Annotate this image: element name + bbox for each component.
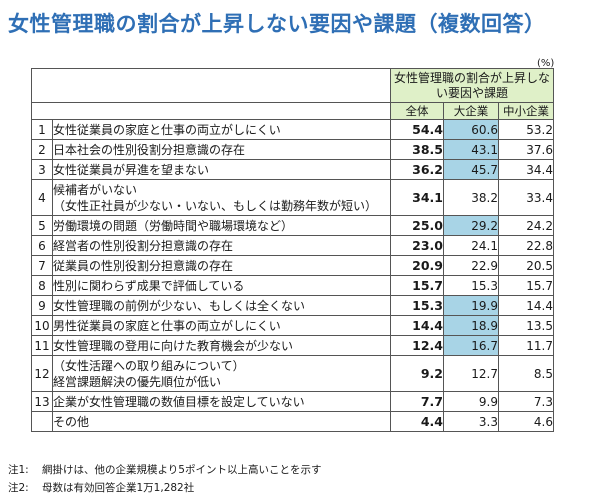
value-sme: 13.5 xyxy=(498,315,554,336)
header-spacer xyxy=(31,102,391,120)
table-row: 4 候補者がいない （女性正社員が少ない・いない、もしくは勤務年数が短い） 34.1… xyxy=(31,179,554,216)
row-number: 13 xyxy=(31,391,53,412)
row-item-label: 女性従業員が昇進を望まない xyxy=(52,159,391,180)
row-item-label: 日本社会の性別役割分担意識の存在 xyxy=(52,139,391,160)
table-row: 13 企業が女性管理職の数値目標を設定していない 7.7 9.9 7.3 xyxy=(31,391,554,412)
value-large: 12.7 xyxy=(443,355,499,392)
row-item-label: 男性従業員の家庭と仕事の両立がしにくい xyxy=(52,315,391,336)
value-large: 22.9 xyxy=(443,255,499,276)
row-number: 6 xyxy=(31,235,53,256)
header-group-label: 女性管理職の割合が上昇しない要因や課題 xyxy=(390,68,554,103)
row-number: 8 xyxy=(31,275,53,296)
value-large: 19.9 xyxy=(443,295,499,316)
value-large: 3.3 xyxy=(443,411,499,432)
unit-label: (%) xyxy=(537,58,555,69)
row-number: 11 xyxy=(31,335,53,356)
value-sme: 11.7 xyxy=(498,335,554,356)
value-all: 15.7 xyxy=(390,275,444,296)
footnote-label: 注1: xyxy=(8,464,29,476)
value-large: 29.2 xyxy=(443,215,499,236)
row-item-label: 性別に関わらず成果で評価している xyxy=(52,275,391,296)
row-number: 2 xyxy=(31,139,53,160)
row-item-label: 従業員の性別役割分担意識の存在 xyxy=(52,255,391,276)
row-number xyxy=(31,411,53,432)
table-row: 10 男性従業員の家庭と仕事の両立がしにくい 14.4 18.9 13.5 xyxy=(31,315,554,336)
row-item-label: 女性管理職の登用に向けた教育機会が少ない xyxy=(52,335,391,356)
value-large: 24.1 xyxy=(443,235,499,256)
value-sme: 33.4 xyxy=(498,179,554,216)
table-row: 6 経営者の性別役割分担意識の存在 23.0 24.1 22.8 xyxy=(31,235,554,256)
value-all: 9.2 xyxy=(390,355,444,392)
value-sme: 34.4 xyxy=(498,159,554,180)
value-sme: 15.7 xyxy=(498,275,554,296)
value-large: 38.2 xyxy=(443,179,499,216)
value-sme: 4.6 xyxy=(498,411,554,432)
value-large: 16.7 xyxy=(443,335,499,356)
column-header-sme: 中小企業 xyxy=(498,102,554,120)
row-number: 3 xyxy=(31,159,53,180)
table-row: 11 女性管理職の登用に向けた教育機会が少ない 12.4 16.7 11.7 xyxy=(31,335,554,356)
value-sme: 14.4 xyxy=(498,295,554,316)
row-number: 9 xyxy=(31,295,53,316)
value-all: 4.4 xyxy=(390,411,444,432)
row-item-label: 女性従業員の家庭と仕事の両立がしにくい xyxy=(52,119,391,140)
value-sme: 20.5 xyxy=(498,255,554,276)
row-number: 4 xyxy=(31,179,53,216)
value-all: 12.4 xyxy=(390,335,444,356)
value-all: 23.0 xyxy=(390,235,444,256)
footnote-label: 注2: xyxy=(8,482,29,494)
row-item-label: 女性管理職の前例が少ない、もしくは全くない xyxy=(52,295,391,316)
row-item-label: その他 xyxy=(52,411,391,432)
row-item-label: （女性活躍への取り組みについて） 経営課題解決の優先順位が低い xyxy=(52,355,391,392)
value-large: 43.1 xyxy=(443,139,499,160)
row-item-label: 経営者の性別役割分担意識の存在 xyxy=(52,235,391,256)
footnote-text: 母数は有効回答企業1万1,282社 xyxy=(42,482,195,494)
header-spacer xyxy=(31,68,391,103)
value-sme: 8.5 xyxy=(498,355,554,392)
value-large: 15.3 xyxy=(443,275,499,296)
row-number: 7 xyxy=(31,255,53,276)
table-row: その他 4.4 3.3 4.6 xyxy=(31,411,554,432)
value-sme: 22.8 xyxy=(498,235,554,256)
value-all: 34.1 xyxy=(390,179,444,216)
value-large: 9.9 xyxy=(443,391,499,412)
table-row: 7 従業員の性別役割分担意識の存在 20.9 22.9 20.5 xyxy=(31,255,554,276)
row-item-label: 企業が女性管理職の数値目標を設定していない xyxy=(52,391,391,412)
table-row: 1 女性従業員の家庭と仕事の両立がしにくい 54.4 60.6 53.2 xyxy=(31,119,554,140)
table-row: 12 （女性活躍への取り組みについて） 経営課題解決の優先順位が低い 9.2 12.7… xyxy=(31,355,554,392)
value-all: 54.4 xyxy=(390,119,444,140)
table-row: 2 日本社会の性別役割分担意識の存在 38.5 43.1 37.6 xyxy=(31,139,554,160)
data-table: 女性管理職の割合が上昇しない要因や課題 全体 大企業 中小企業 1 女性従業員の家… xyxy=(31,68,554,432)
table-row: 9 女性管理職の前例が少ない、もしくは全くない 15.3 19.9 14.4 xyxy=(31,295,554,316)
row-number: 10 xyxy=(31,315,53,336)
value-all: 36.2 xyxy=(390,159,444,180)
footnote-text: 網掛けは、他の企業規模より5ポイント以上高いことを示す xyxy=(42,464,322,476)
row-item-label: 候補者がいない （女性正社員が少ない・いない、もしくは勤務年数が短い） xyxy=(52,179,391,216)
value-sme: 37.6 xyxy=(498,139,554,160)
table-row: 3 女性従業員が昇進を望まない 36.2 45.7 34.4 xyxy=(31,159,554,180)
row-number: 1 xyxy=(31,119,53,140)
page-title: 女性管理職の割合が上昇しない要因や課題（複数回答） xyxy=(8,12,546,36)
value-all: 38.5 xyxy=(390,139,444,160)
table-row: 8 性別に関わらず成果で評価している 15.7 15.3 15.7 xyxy=(31,275,554,296)
value-all: 15.3 xyxy=(390,295,444,316)
column-header-all: 全体 xyxy=(390,102,444,120)
footnote: 注1: 網掛けは、他の企業規模より5ポイント以上高いことを示す xyxy=(8,462,321,477)
row-number: 12 xyxy=(31,355,53,392)
value-all: 7.7 xyxy=(390,391,444,412)
column-header-large: 大企業 xyxy=(443,102,499,120)
value-all: 25.0 xyxy=(390,215,444,236)
value-large: 45.7 xyxy=(443,159,499,180)
table-row: 5 労働環境の問題（労働時間や職場環境など） 25.0 29.2 24.2 xyxy=(31,215,554,236)
value-large: 18.9 xyxy=(443,315,499,336)
footnote: 注2: 母数は有効回答企業1万1,282社 xyxy=(8,480,194,495)
value-sme: 24.2 xyxy=(498,215,554,236)
value-large: 60.6 xyxy=(443,119,499,140)
value-all: 14.4 xyxy=(390,315,444,336)
row-item-label: 労働環境の問題（労働時間や職場環境など） xyxy=(52,215,391,236)
value-sme: 7.3 xyxy=(498,391,554,412)
row-number: 5 xyxy=(31,215,53,236)
value-sme: 53.2 xyxy=(498,119,554,140)
value-all: 20.9 xyxy=(390,255,444,276)
